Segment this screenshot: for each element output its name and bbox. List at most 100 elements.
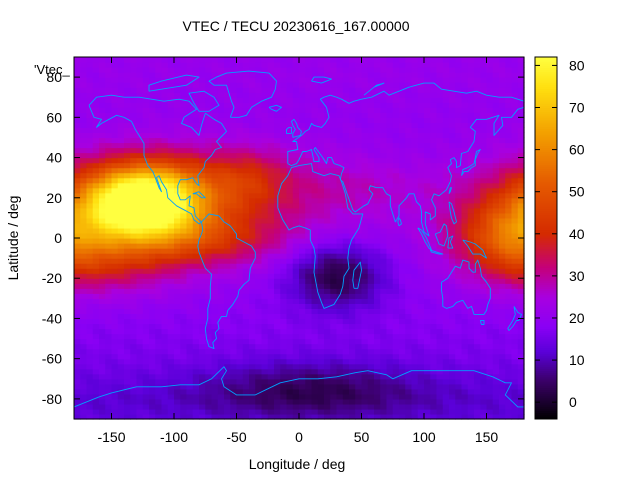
heatmap-cell	[311, 132, 319, 139]
heatmap-cell	[86, 408, 94, 415]
heatmap-cell	[330, 177, 338, 184]
heatmap-cell	[492, 328, 500, 335]
heatmap-cell	[130, 82, 138, 88]
heatmap-cell	[124, 232, 131, 239]
heatmap-cell	[411, 82, 419, 88]
heatmap-cell	[499, 323, 506, 330]
heatmap-cell	[105, 238, 113, 244]
heatmap-cell	[255, 142, 263, 149]
heatmap-cell	[474, 293, 481, 299]
heatmap-cell	[430, 147, 438, 154]
heatmap-cell	[324, 258, 331, 264]
heatmap-cell	[99, 217, 106, 224]
heatmap-cell	[330, 87, 338, 93]
heatmap-cell	[455, 162, 463, 169]
heatmap-cell	[192, 147, 200, 154]
heatmap-cell	[355, 328, 363, 335]
heatmap-cell	[267, 177, 275, 184]
heatmap-cell	[236, 122, 244, 128]
heatmap-cell	[417, 152, 425, 159]
heatmap-cell	[149, 197, 156, 204]
heatmap-cell	[386, 172, 394, 179]
heatmap-cell	[167, 263, 175, 269]
heatmap-cell	[417, 308, 425, 315]
heatmap-cell	[167, 298, 175, 304]
heatmap-cell	[211, 222, 219, 229]
heatmap-cell	[367, 217, 375, 224]
heatmap-cell	[130, 217, 138, 224]
heatmap-cell	[399, 177, 406, 184]
heatmap-cell	[211, 268, 219, 274]
heatmap-cell	[355, 268, 363, 274]
heatmap-cell	[117, 167, 125, 174]
heatmap-cell	[211, 92, 219, 98]
heatmap-cell	[267, 248, 275, 254]
heatmap-cell	[92, 97, 100, 103]
heatmap-cell	[180, 197, 188, 204]
heatmap-cell	[261, 147, 269, 154]
heatmap-cell	[249, 77, 256, 83]
heatmap-cell	[417, 192, 425, 199]
heatmap-cell	[261, 127, 269, 134]
heatmap-cell	[99, 212, 106, 219]
heatmap-cell	[467, 293, 475, 299]
heatmap-cell	[317, 117, 325, 123]
heatmap-cell	[349, 288, 356, 294]
heatmap-cell	[342, 87, 350, 93]
heatmap-cell	[430, 77, 438, 83]
heatmap-cell	[486, 192, 494, 199]
heatmap-cell	[130, 243, 138, 249]
heatmap-cell	[236, 57, 244, 63]
heatmap-cell	[449, 62, 456, 68]
heatmap-cell	[492, 192, 500, 199]
heatmap-cell	[124, 127, 131, 134]
heatmap-cell	[99, 248, 106, 254]
heatmap-cell	[486, 258, 494, 264]
heatmap-cell	[499, 393, 506, 400]
heatmap-cell	[111, 318, 119, 325]
heatmap-cell	[255, 147, 263, 154]
heatmap-cell	[386, 137, 394, 144]
heatmap-cell	[105, 263, 113, 269]
heatmap-cell	[492, 273, 500, 279]
heatmap-cell	[224, 147, 231, 154]
heatmap-cell	[255, 152, 263, 159]
heatmap-cell	[161, 222, 169, 229]
heatmap-cell	[217, 353, 225, 360]
heatmap-cell	[117, 318, 125, 325]
heatmap-cell	[211, 403, 219, 410]
heatmap-cell	[467, 408, 475, 415]
heatmap-cell	[199, 177, 206, 184]
heatmap-cell	[330, 278, 338, 284]
heatmap-cell	[361, 398, 369, 405]
heatmap-cell	[167, 167, 175, 174]
heatmap-cell	[105, 212, 113, 219]
heatmap-cell	[392, 132, 400, 139]
heatmap-cell	[299, 343, 306, 350]
heatmap-cell	[374, 303, 381, 309]
heatmap-cell	[442, 167, 450, 174]
heatmap-cell	[111, 72, 119, 78]
heatmap-cell	[230, 162, 238, 169]
heatmap-cell	[186, 413, 194, 420]
heatmap-cell	[105, 152, 113, 159]
heatmap-cell	[342, 383, 350, 390]
heatmap-cell	[380, 273, 388, 279]
heatmap-cell	[242, 92, 250, 98]
heatmap-cell	[186, 328, 194, 335]
heatmap-cell	[417, 398, 425, 405]
heatmap-cell	[405, 278, 413, 284]
heatmap-cell	[405, 303, 413, 309]
heatmap-cell	[286, 202, 294, 209]
heatmap-cell	[142, 97, 150, 103]
heatmap-cell	[467, 338, 475, 345]
heatmap-cell	[499, 227, 506, 234]
heatmap-cell	[486, 403, 494, 410]
heatmap-cell	[305, 122, 313, 128]
heatmap-cell	[105, 197, 113, 204]
heatmap-cell	[455, 248, 463, 254]
heatmap-cell	[274, 127, 281, 134]
heatmap-cell	[361, 82, 369, 88]
heatmap-cell	[305, 107, 313, 113]
heatmap-cell	[130, 107, 138, 113]
